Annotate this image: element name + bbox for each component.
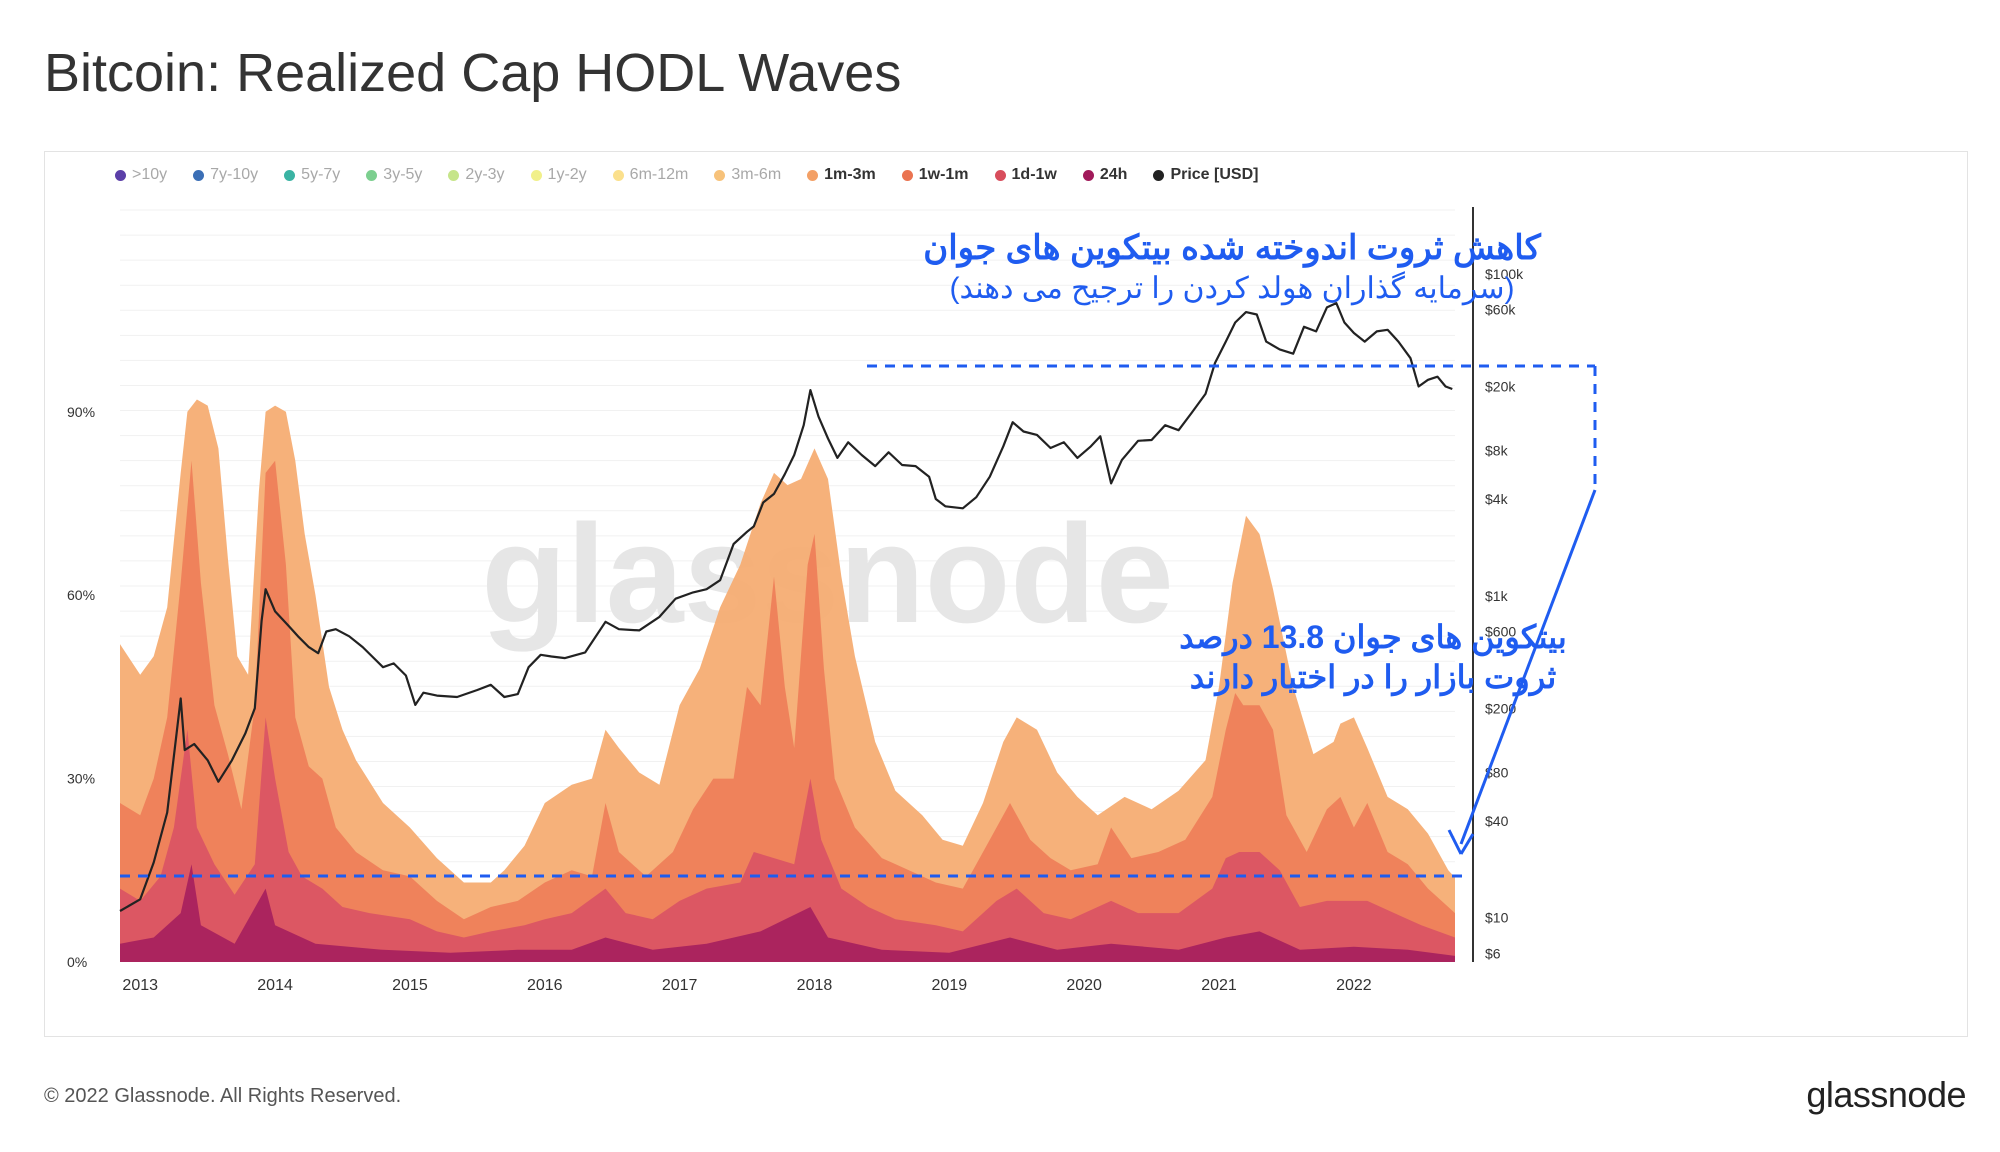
chart-panel: >10y 7y-10y 5y-7y 3y-5y 2y-3y 1y-2y 6m-12m 3m-6… bbox=[44, 151, 1968, 1037]
legend: >10y 7y-10y 5y-7y 3y-5y 2y-3y 1y-2y 6m-12m 3m-6… bbox=[115, 166, 1284, 184]
legend-swatch bbox=[284, 169, 296, 181]
y-right-tick-label: $1k bbox=[1485, 588, 1509, 604]
x-tick-label: 2022 bbox=[1336, 977, 1372, 994]
area-series-1w-1m bbox=[120, 460, 1455, 962]
trend-arrow bbox=[1459, 489, 1597, 845]
legend-label: 24h bbox=[1099, 166, 1128, 183]
x-tick-label: 2019 bbox=[932, 977, 968, 994]
y-right-tick-label: $600 bbox=[1485, 624, 1516, 640]
legend-swatch bbox=[115, 169, 126, 181]
page-title: Bitcoin: Realized Cap HODL Waves bbox=[44, 43, 902, 103]
legend-item[interactable]: 7y-10y bbox=[193, 166, 258, 184]
legend-swatch bbox=[448, 169, 460, 181]
x-tick-label: 2013 bbox=[122, 977, 158, 994]
area-series-1m-3m bbox=[120, 399, 1455, 962]
legend-swatch bbox=[193, 169, 205, 181]
legend-label: Price [USD] bbox=[1170, 166, 1259, 183]
x-tick-label: 2017 bbox=[662, 977, 698, 994]
legend-swatch bbox=[612, 169, 624, 181]
y-right-tick-label: $100k bbox=[1485, 266, 1524, 282]
legend-label: 7y-10y bbox=[210, 166, 259, 183]
y-right-tick-label: $20k bbox=[1485, 378, 1516, 394]
legend-swatch bbox=[1082, 169, 1094, 181]
x-tick-label: 2018 bbox=[797, 977, 833, 994]
legend-label: 3m-6m bbox=[731, 166, 782, 183]
y-right-tick-label: $8k bbox=[1485, 443, 1509, 459]
legend-item[interactable]: 1y-2y bbox=[530, 166, 587, 184]
legend-swatch bbox=[530, 169, 542, 181]
legend-label: 2y-3y bbox=[465, 166, 505, 183]
y-left-tick-label: 30% bbox=[67, 771, 95, 787]
y-right-tick-label: $200 bbox=[1485, 700, 1516, 716]
legend-swatch bbox=[366, 169, 378, 181]
x-tick-label: 2015 bbox=[392, 977, 428, 994]
glassnode-logo[interactable]: glassnode bbox=[1806, 1074, 1966, 1115]
legend-item[interactable]: 2y-3y bbox=[448, 166, 505, 184]
annotation-mid-subheading: ثروت بازار را در اختیار دارند bbox=[1190, 659, 1557, 697]
x-tick-label: 2020 bbox=[1066, 977, 1102, 994]
y-left-tick-label: 0% bbox=[67, 954, 87, 970]
legend-label: 1d-1w bbox=[1011, 166, 1057, 183]
y-right-tick-label: $6 bbox=[1485, 945, 1501, 961]
legend-item[interactable]: 6m-12m bbox=[612, 166, 689, 184]
y-left-tick-label: 90% bbox=[67, 404, 95, 420]
legend-item[interactable]: Price [USD] bbox=[1153, 166, 1258, 184]
y-right-tick-label: $4k bbox=[1485, 491, 1509, 507]
legend-label: 1w-1m bbox=[918, 166, 969, 183]
x-tick-label: 2016 bbox=[527, 977, 563, 994]
legend-item[interactable]: 24h bbox=[1082, 166, 1128, 184]
legend-item[interactable]: 5y-7y bbox=[284, 166, 340, 184]
legend-item[interactable]: 1d-1w bbox=[994, 166, 1057, 184]
trend-arrow-head bbox=[1447, 829, 1475, 855]
legend-label: 1y-2y bbox=[547, 166, 587, 183]
footer-copyright: © 2022 Glassnode. All Rights Reserved. bbox=[44, 1085, 402, 1107]
y-right-tick-label: $40 bbox=[1485, 813, 1509, 829]
legend-swatch bbox=[807, 169, 819, 181]
legend-item[interactable]: 3y-5y bbox=[366, 166, 422, 184]
legend-item[interactable]: 1w-1m bbox=[901, 166, 969, 184]
price-line bbox=[119, 302, 1453, 912]
legend-label: 3y-5y bbox=[383, 166, 423, 183]
legend-swatch bbox=[714, 169, 726, 181]
legend-label: 5y-7y bbox=[301, 166, 341, 183]
legend-item[interactable]: >10y bbox=[115, 166, 167, 184]
legend-label: >10y bbox=[132, 166, 168, 183]
annotation-mid-heading: بیتکوین های جوان 13.8 درصد bbox=[1179, 619, 1567, 657]
y-right-tick-label: $60k bbox=[1485, 302, 1516, 318]
legend-label: 1m-3m bbox=[824, 166, 876, 183]
legend-item[interactable]: 1m-3m bbox=[807, 166, 876, 184]
x-tick-label: 2014 bbox=[257, 977, 293, 994]
y-left-tick-label: 60% bbox=[67, 587, 95, 603]
annotation-top-heading: کاهش ثروت اندوخته شده بیتکوین های جوان bbox=[923, 229, 1541, 268]
legend-swatch bbox=[1153, 169, 1165, 181]
legend-swatch bbox=[994, 169, 1006, 181]
legend-label: 6m-12m bbox=[629, 166, 689, 183]
area-series-24h bbox=[120, 864, 1455, 962]
chart-svg: glassnode2013201420152016201720182019202… bbox=[67, 207, 1597, 994]
x-tick-label: 2021 bbox=[1201, 977, 1237, 994]
legend-swatch bbox=[901, 169, 913, 181]
y-right-tick-label: $10 bbox=[1485, 910, 1509, 926]
legend-item[interactable]: 3m-6m bbox=[714, 166, 781, 184]
annotation-top-subheading: (سرمایه گذاران هولد کردن را ترجیح می دهن… bbox=[949, 271, 1514, 306]
